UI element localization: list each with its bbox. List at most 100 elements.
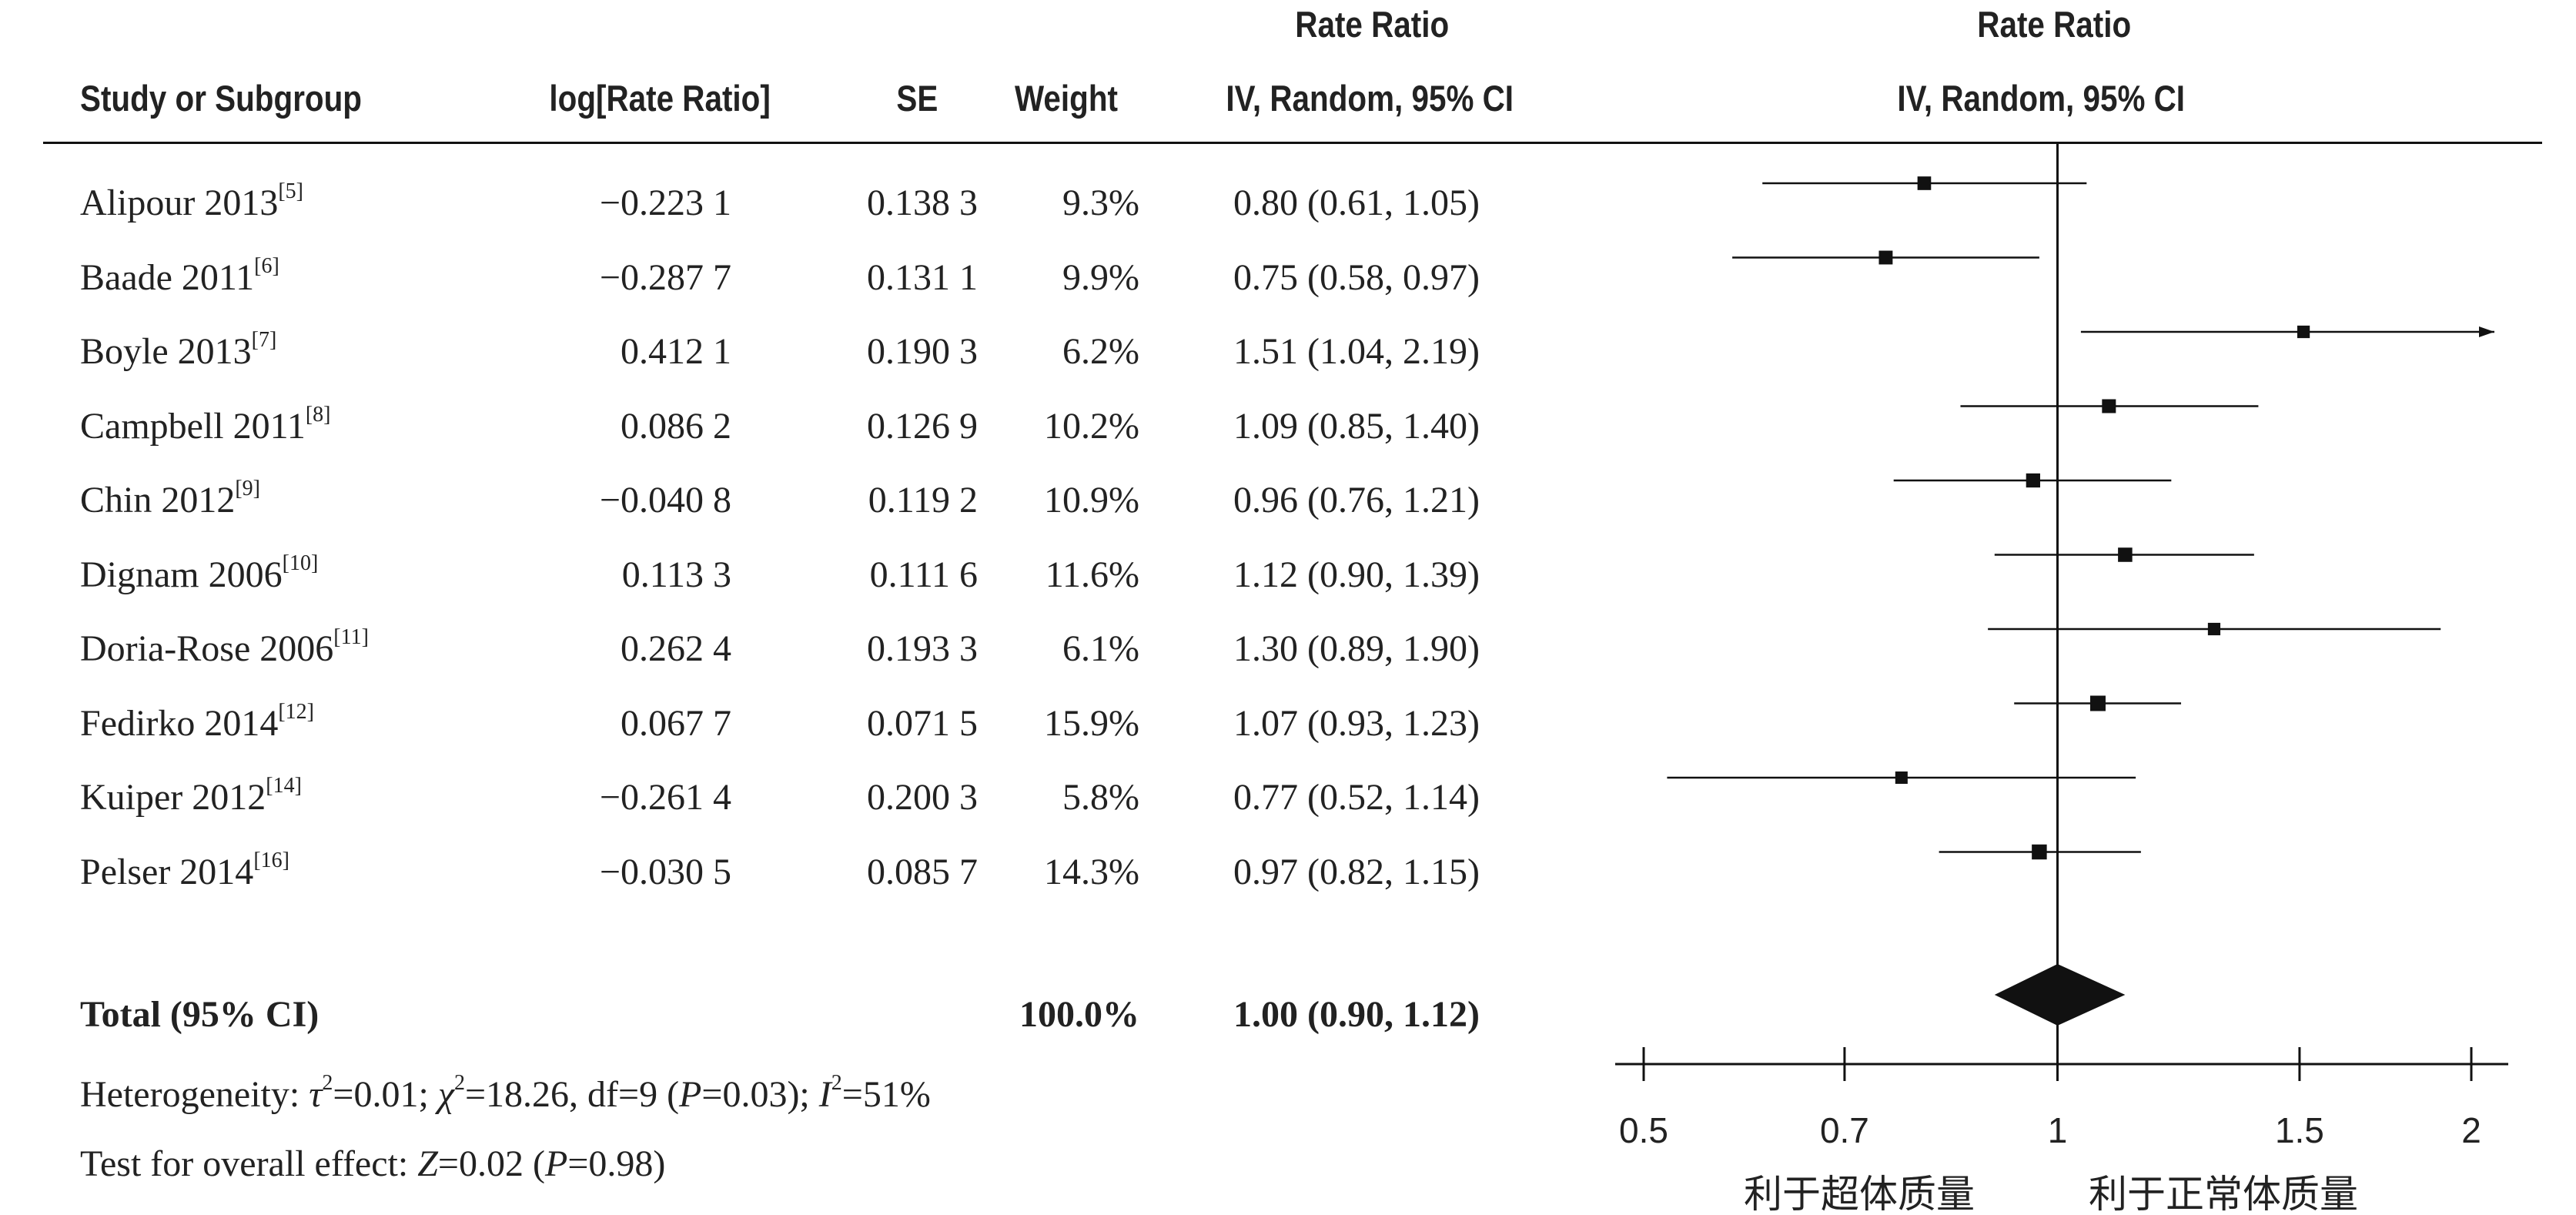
z-value: =0.02 ( xyxy=(437,1143,545,1184)
study-ci: 0.97 (0.82, 1.15) xyxy=(1233,851,1480,892)
study-name-text: Campbell 2011 xyxy=(80,405,306,447)
study-reference: [10] xyxy=(282,551,319,575)
study-weight: 15.9% xyxy=(1044,702,1139,744)
study-name: Campbell 2011[8] xyxy=(80,403,331,447)
z-symbol: Z xyxy=(417,1143,438,1184)
study-log-rate-ratio: −0.040 8 xyxy=(599,480,731,520)
i-value: =51% xyxy=(841,1074,931,1115)
study-name-text: Dignam 2006 xyxy=(80,554,283,595)
study-se: 0.200 3 xyxy=(867,777,978,818)
study-weight: 9.3% xyxy=(1062,182,1139,223)
study-reference: [11] xyxy=(333,625,369,649)
study-weight: 11.6% xyxy=(1045,554,1139,595)
x-tick-label: 1 xyxy=(2048,1110,2068,1150)
study-ci: 1.09 (0.85, 1.40) xyxy=(1233,405,1480,447)
study-name-text: Alipour 2013 xyxy=(80,182,279,223)
study-point-estimate xyxy=(2089,695,2106,711)
study-point-estimate xyxy=(1895,771,1908,785)
study-weight: 6.1% xyxy=(1062,628,1139,669)
study-log-rate-ratio: 0.086 2 xyxy=(621,405,731,447)
i-squared: 2 xyxy=(831,1071,842,1095)
study-se: 0.119 2 xyxy=(868,480,978,520)
study-name-text: Pelser 2014 xyxy=(80,851,254,892)
header-log-rate-ratio: log[Rate Ratio] xyxy=(549,78,771,119)
study-name: Chin 2012[9] xyxy=(80,478,260,519)
study-weight: 6.2% xyxy=(1062,331,1139,372)
study-name: Kuiper 2012[14] xyxy=(80,775,302,818)
study-point-estimate xyxy=(1917,176,1932,190)
study-reference: [16] xyxy=(253,848,289,872)
study-point-estimate xyxy=(2032,844,2047,860)
heterogeneity-text: Heterogeneity: τ2=0.01; χ2=18.26, df=9 (… xyxy=(80,1073,931,1115)
study-ci: 1.07 (0.93, 1.23) xyxy=(1233,702,1480,744)
study-ci: 1.51 (1.04, 2.19) xyxy=(1233,331,1480,372)
study-weight: 14.3% xyxy=(1044,851,1139,892)
study-ci: 1.12 (0.90, 1.39) xyxy=(1233,554,1480,595)
header-rate-ratio-method: IV, Random, 95% CI xyxy=(1226,78,1514,119)
study-weight: 10.2% xyxy=(1044,405,1139,447)
overall-prefix: Test for overall effect: xyxy=(80,1143,418,1184)
study-ci: 0.96 (0.76, 1.21) xyxy=(1233,480,1480,520)
header-rate-ratio-title: Rate Ratio xyxy=(1295,4,1450,45)
study-point-estimate xyxy=(2026,473,2040,488)
study-se: 0.071 5 xyxy=(867,702,978,744)
study-name: Fedirko 2014[12] xyxy=(80,701,314,744)
overall-p-symbol: P xyxy=(544,1143,568,1184)
study-se: 0.190 3 xyxy=(867,331,978,372)
study-name-text: Baade 2011 xyxy=(80,256,255,298)
overall-effect-text: Test for overall effect: Z=0.02 (P=0.98) xyxy=(80,1146,665,1183)
favours-overweight-label: 利于超体质量 xyxy=(1744,1172,1975,1215)
plot-header-title: Rate Ratio xyxy=(1977,4,2132,45)
tau-squared: 2 xyxy=(322,1071,333,1095)
overall-p-value: =0.98) xyxy=(567,1143,666,1184)
study-point-estimate xyxy=(2118,547,2133,562)
study-name: Doria-Rose 2006[11] xyxy=(80,627,369,668)
study-ci: 0.77 (0.52, 1.14) xyxy=(1233,777,1480,818)
study-reference: [12] xyxy=(278,699,314,724)
study-reference: [14] xyxy=(266,774,302,798)
study-name-text: Kuiper 2012 xyxy=(80,777,266,818)
study-log-rate-ratio: −0.223 1 xyxy=(599,182,731,223)
study-reference: [8] xyxy=(305,402,331,427)
study-point-estimate xyxy=(2297,325,2310,339)
x-tick-label: 2 xyxy=(2461,1110,2481,1150)
study-log-rate-ratio: 0.067 7 xyxy=(621,702,731,744)
study-reference: [9] xyxy=(235,477,261,500)
study-name-text: Boyle 2013 xyxy=(80,331,252,372)
tau-symbol: τ xyxy=(309,1074,323,1115)
study-se: 0.085 7 xyxy=(867,851,978,892)
study-se: 0.138 3 xyxy=(867,182,978,223)
total-weight: 100.0% xyxy=(1019,994,1139,1035)
study-name: Boyle 2013[7] xyxy=(80,330,276,372)
study-se: 0.131 1 xyxy=(867,256,978,298)
x-tick-label: 1.5 xyxy=(2275,1110,2324,1150)
study-log-rate-ratio: −0.030 5 xyxy=(599,851,731,892)
chi-squared: 2 xyxy=(453,1071,465,1095)
study-name-text: Fedirko 2014 xyxy=(80,702,279,744)
study-reference: [6] xyxy=(254,253,279,278)
study-se: 0.111 6 xyxy=(869,554,978,595)
study-log-rate-ratio: 0.412 1 xyxy=(621,331,731,372)
study-reference: [5] xyxy=(278,179,303,203)
x-tick-label: 0.7 xyxy=(1820,1110,1869,1150)
total-ci: 1.00 (0.90, 1.12) xyxy=(1233,994,1480,1035)
study-se: 0.126 9 xyxy=(867,405,978,447)
chi-value: =18.26, df=9 ( xyxy=(464,1074,680,1115)
tau-value: =0.01; xyxy=(333,1074,438,1115)
plot-header-method: IV, Random, 95% CI xyxy=(1897,78,2186,119)
heterogeneity-prefix: Heterogeneity: xyxy=(80,1074,309,1115)
p-symbol: P xyxy=(679,1074,702,1115)
pooled-diamond xyxy=(1994,964,2126,1026)
study-weight: 9.9% xyxy=(1062,256,1139,298)
study-ci: 1.30 (0.89, 1.90) xyxy=(1233,628,1480,669)
study-log-rate-ratio: −0.287 7 xyxy=(599,256,731,298)
study-log-rate-ratio: 0.113 3 xyxy=(621,554,731,595)
study-log-rate-ratio: −0.261 4 xyxy=(599,777,731,818)
header-se: SE xyxy=(896,78,938,119)
study-point-estimate xyxy=(1878,250,1893,265)
header-study: Study or Subgroup xyxy=(80,78,362,119)
study-weight: 5.8% xyxy=(1062,777,1139,818)
total-label: Total (95% CI) xyxy=(80,994,319,1035)
study-reference: [7] xyxy=(251,328,277,352)
